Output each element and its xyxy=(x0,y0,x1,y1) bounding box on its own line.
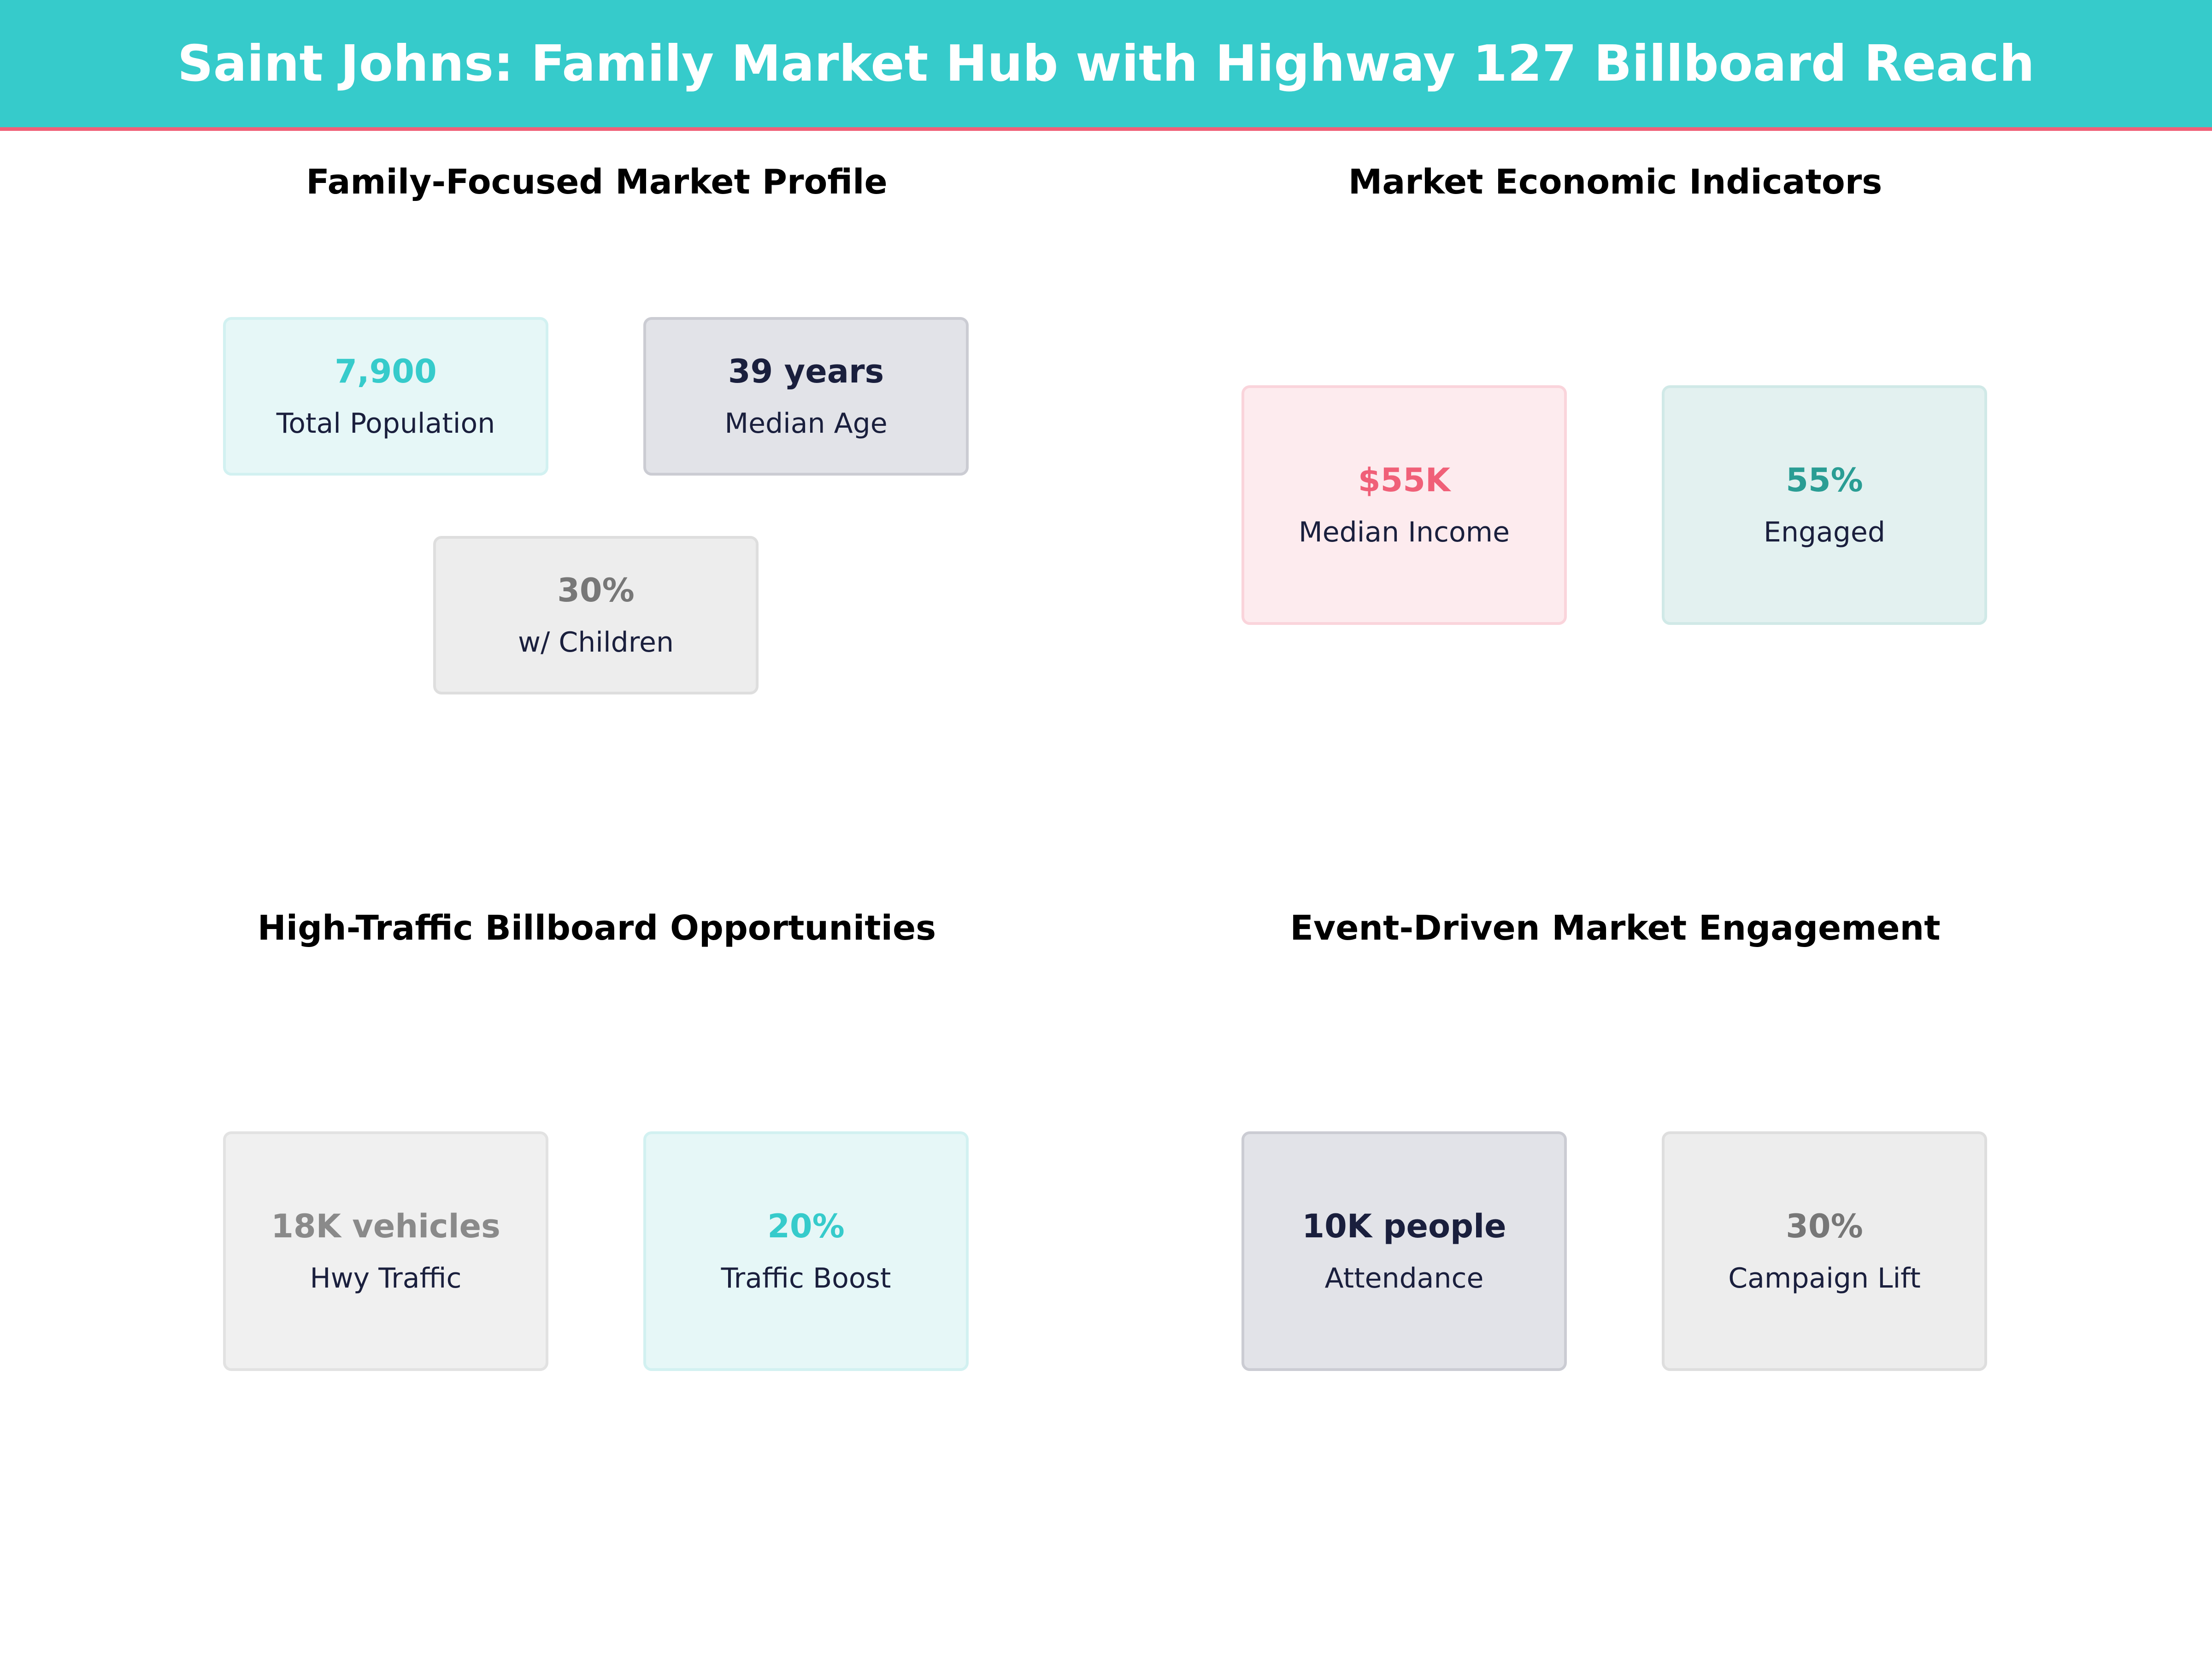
stat-value: $55K xyxy=(1358,461,1451,499)
stat-value: 10K people xyxy=(1302,1207,1506,1245)
stat-label: Hwy Traffic xyxy=(310,1262,462,1294)
stat-label: Median Age xyxy=(724,407,888,440)
section-title-event-engagement: Event-Driven Market Engagement xyxy=(1290,908,1941,948)
stat-value: 39 years xyxy=(728,353,884,390)
stat-label: Median Income xyxy=(1298,516,1510,548)
stat-label: Campaign Lift xyxy=(1728,1262,1921,1294)
stat-card-median-income: $55K Median Income xyxy=(1241,385,1567,625)
stat-card-hwy-traffic: 18K vehicles Hwy Traffic xyxy=(223,1131,548,1371)
stat-card-engaged: 55% Engaged xyxy=(1662,385,1987,625)
section-title-billboard-opportunities: High-Traffic Billboard Opportunities xyxy=(257,908,936,948)
stat-card-attendance: 10K people Attendance xyxy=(1241,1131,1567,1371)
stat-card-with-children: 30% w/ Children xyxy=(433,536,759,694)
stat-label: w/ Children xyxy=(518,626,674,659)
stat-label: Total Population xyxy=(276,407,495,440)
stat-value: 30% xyxy=(557,571,635,609)
stat-card-total-population: 7,900 Total Population xyxy=(223,317,548,476)
stat-label: Attendance xyxy=(1324,1262,1484,1294)
section-title-economic-indicators: Market Economic Indicators xyxy=(1348,162,1883,202)
header-banner: Saint Johns: Family Market Hub with High… xyxy=(0,0,2212,131)
stat-card-median-age: 39 years Median Age xyxy=(643,317,969,476)
stat-label: Traffic Boost xyxy=(721,1262,891,1294)
page-title: Saint Johns: Family Market Hub with High… xyxy=(177,35,2035,93)
stat-card-traffic-boost: 20% Traffic Boost xyxy=(643,1131,969,1371)
stat-value: 20% xyxy=(767,1207,845,1245)
stat-card-campaign-lift: 30% Campaign Lift xyxy=(1662,1131,1987,1371)
stat-value: 18K vehicles xyxy=(271,1207,500,1245)
section-title-family-profile: Family-Focused Market Profile xyxy=(306,162,888,202)
stat-value: 7,900 xyxy=(335,353,437,390)
stat-value: 55% xyxy=(1786,461,1863,499)
stat-label: Engaged xyxy=(1764,516,1885,548)
stat-value: 30% xyxy=(1786,1207,1863,1245)
